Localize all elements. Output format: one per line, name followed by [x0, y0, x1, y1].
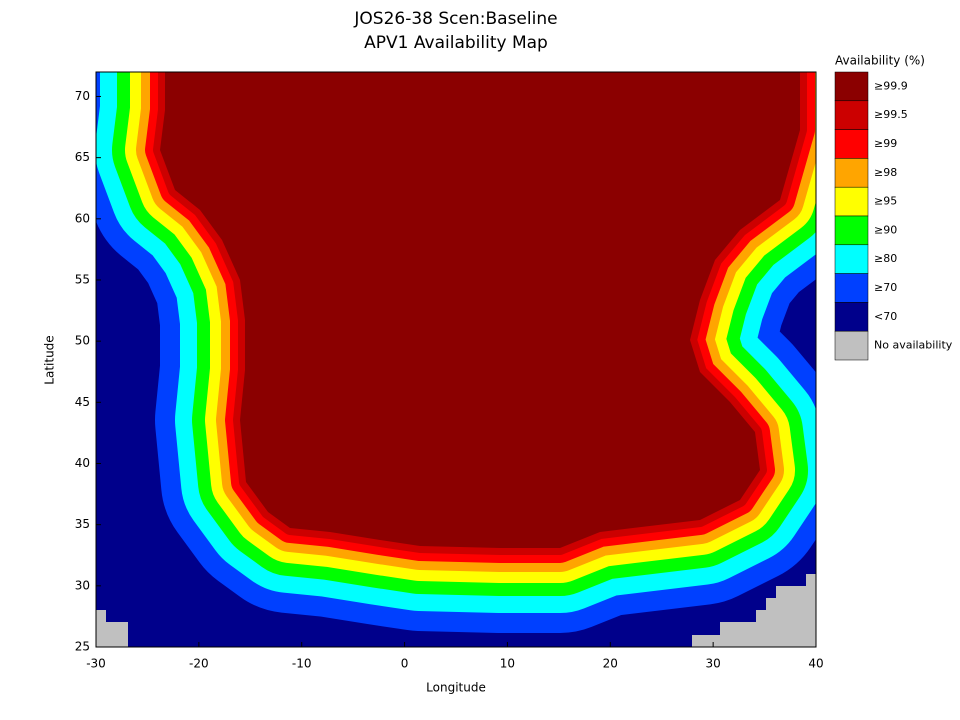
x-tick-label: -10	[292, 657, 312, 671]
legend-label: ≥99	[874, 137, 897, 150]
legend-label: No availability	[874, 339, 953, 352]
y-tick-label: 60	[75, 211, 90, 225]
legend-swatch	[834, 273, 869, 303]
y-tick-label: 35	[75, 517, 90, 531]
legend-swatch	[834, 71, 869, 102]
legend-label: ≥99.5	[874, 108, 908, 121]
legend-title: Availability (%)	[835, 54, 925, 68]
availability-core	[160, 72, 800, 548]
x-tick-label: -30	[86, 657, 106, 671]
legend-label: ≥70	[874, 281, 897, 294]
y-tick-label: 55	[75, 272, 90, 286]
legend-swatch	[834, 215, 869, 246]
no-availability-cell	[106, 622, 128, 647]
y-tick-label: 65	[75, 150, 90, 164]
x-tick-label: -20	[189, 657, 209, 671]
legend-label: <70	[874, 310, 897, 323]
legend-label: ≥95	[874, 195, 897, 208]
legend-swatch	[834, 330, 869, 361]
no-availability-cell	[776, 586, 806, 647]
legend-label: ≥99.9	[874, 79, 908, 92]
x-tick-label: 20	[603, 657, 618, 671]
no-availability-cell	[720, 622, 756, 647]
legend-swatch	[834, 129, 869, 159]
chart-title: JOS26-38 Scen:Baseline	[353, 9, 557, 29]
x-tick-label: 40	[808, 657, 823, 671]
plot-frame	[95, 71, 817, 648]
legend-swatch	[834, 244, 869, 274]
legend-swatch	[834, 100, 869, 130]
legend-label: ≥90	[874, 223, 897, 236]
chart-subtitle: APV1 Availability Map	[364, 33, 548, 53]
y-tick-label: 45	[75, 395, 90, 409]
x-tick-label: 30	[706, 657, 721, 671]
legend-swatch	[834, 302, 869, 332]
legend-label: ≥80	[874, 252, 897, 265]
y-tick-label: 70	[75, 89, 90, 103]
x-tick-label: 10	[500, 657, 515, 671]
no-availability-cell	[806, 574, 816, 647]
y-tick-label: 40	[75, 456, 90, 470]
y-axis-label: Latitude	[43, 335, 57, 384]
map-area	[96, 72, 816, 647]
y-tick-label: 30	[75, 578, 90, 592]
legend-swatch	[834, 186, 869, 217]
y-tick-label: 50	[75, 334, 90, 348]
x-tick-label: 0	[401, 657, 409, 671]
no-availability-cell	[692, 635, 728, 647]
legend-label: ≥98	[874, 166, 897, 179]
x-axis-label: Longitude	[426, 681, 486, 695]
no-availability-cell	[96, 610, 106, 647]
y-tick-label: 25	[75, 640, 90, 654]
legend-swatch	[834, 158, 869, 188]
